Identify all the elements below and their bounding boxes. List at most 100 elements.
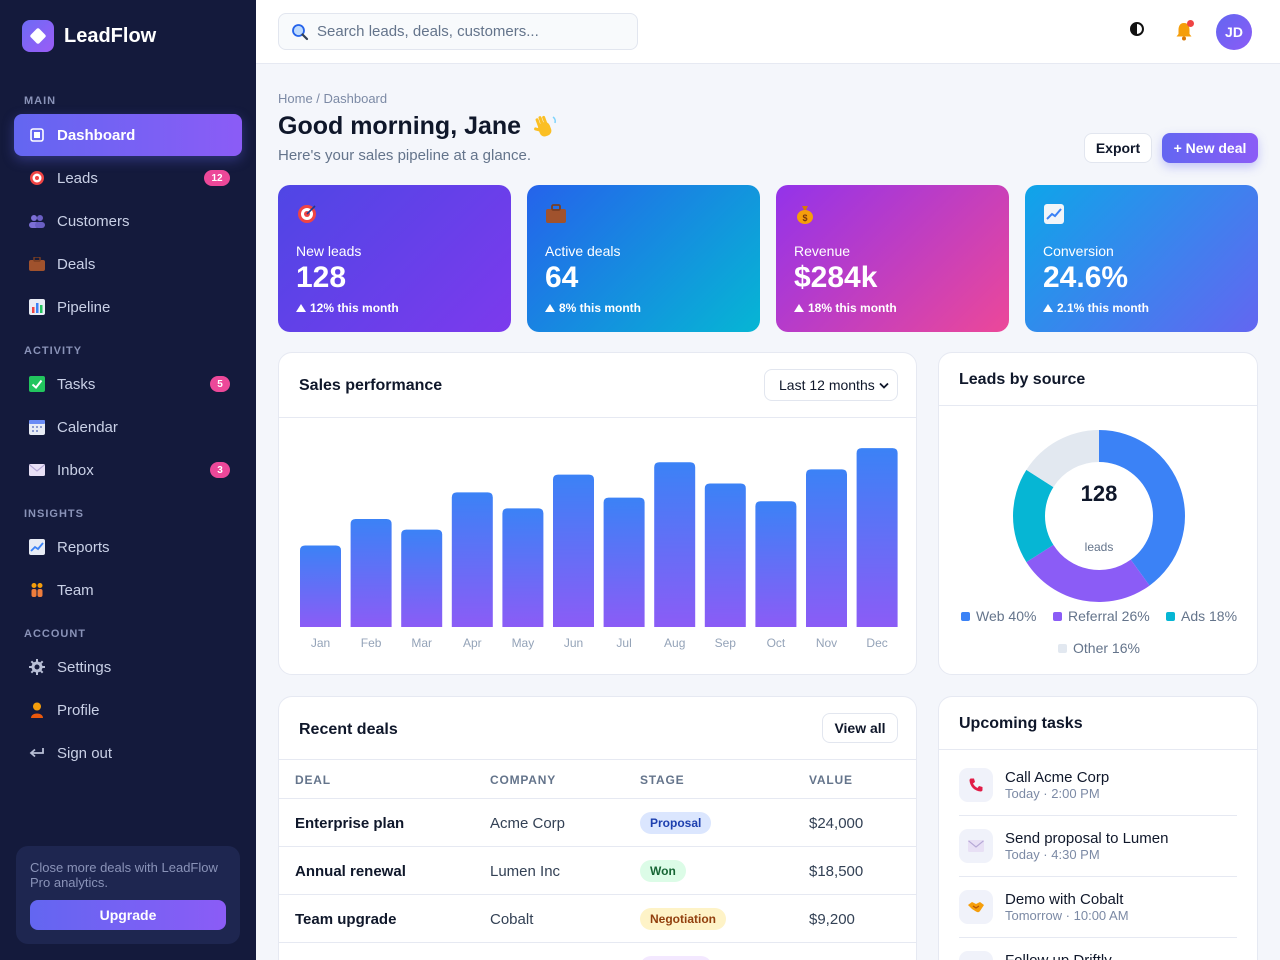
- divider: [959, 937, 1237, 938]
- x-tick-label: Jul: [616, 636, 631, 650]
- export-button[interactable]: Export: [1084, 133, 1152, 163]
- sidebar: LeadFlow MAIN Dashboard Leads 12 Custome…: [0, 0, 256, 960]
- stat-value: $284k: [794, 261, 878, 294]
- stat-card-active-deals[interactable]: Active deals 64 8% this month: [527, 185, 760, 332]
- nav-section-activity: ACTIVITY: [24, 345, 83, 357]
- bar-mar[interactable]: [401, 529, 443, 627]
- target-icon: [296, 203, 493, 227]
- donut-slice-web[interactable]: [1099, 430, 1185, 586]
- task-time: Today · 2:00 PM: [1005, 786, 1100, 801]
- search-box[interactable]: [278, 13, 638, 50]
- stat-trend-text: 2.1% this month: [1057, 301, 1150, 315]
- sidebar-item-calendar[interactable]: Calendar: [14, 406, 242, 448]
- sidebar-item-tasks[interactable]: Tasks 5: [14, 363, 242, 405]
- search-icon: [292, 23, 309, 40]
- bar-feb[interactable]: [350, 518, 392, 627]
- search-input[interactable]: [317, 23, 617, 40]
- sidebar-item-label: Inbox: [57, 461, 94, 479]
- bar-sep[interactable]: [704, 483, 746, 627]
- envelope-icon: [959, 829, 993, 863]
- briefcase-icon: [545, 203, 742, 227]
- brand[interactable]: LeadFlow: [22, 20, 156, 52]
- sidebar-item-label: Customers: [57, 212, 130, 230]
- task-title: Demo with Cobalt: [1005, 891, 1124, 908]
- divider: [279, 417, 916, 418]
- stat-card-new-leads[interactable]: New leads 128 12% this month: [278, 185, 511, 332]
- deal-name: Enterprise plan: [295, 815, 405, 832]
- view-all-button[interactable]: View all: [822, 713, 898, 743]
- users-icon: [28, 212, 46, 230]
- sidebar-item-label: Leads: [57, 169, 98, 187]
- divider: [939, 405, 1257, 406]
- task-title: Call Acme Corp: [1005, 769, 1110, 786]
- stage-badge: Negotiation: [640, 908, 726, 930]
- x-tick-label: Nov: [816, 636, 837, 650]
- trend-up-icon: [794, 304, 804, 312]
- bar-nov[interactable]: [806, 469, 847, 627]
- new-deal-button[interactable]: + New deal: [1162, 133, 1258, 163]
- page-subtitle: Here's your sales pipeline at a glance.: [278, 147, 532, 164]
- sidebar-item-reports[interactable]: Reports: [14, 526, 242, 568]
- sidebar-item-label: Tasks: [57, 375, 96, 393]
- target-icon: [28, 169, 46, 187]
- bar-jun[interactable]: [553, 474, 594, 627]
- sidebar-item-sign-out[interactable]: Sign out: [14, 732, 242, 774]
- x-tick-label: Feb: [361, 636, 382, 650]
- legend-label: Referral 26%: [1068, 608, 1150, 624]
- upgrade-button[interactable]: Upgrade: [30, 900, 226, 930]
- calendar-icon: [28, 418, 46, 436]
- donut-slice-other[interactable]: [1026, 430, 1099, 488]
- bar-may[interactable]: [502, 508, 544, 627]
- sidebar-item-team[interactable]: Team: [14, 569, 242, 611]
- handshake-icon: [959, 890, 993, 924]
- column-header-value: VALUE: [809, 773, 853, 787]
- range-select[interactable]: Last 12 months: [764, 369, 898, 401]
- upgrade-promo: Close more deals with LeadFlow Pro analy…: [16, 846, 240, 944]
- avatar[interactable]: JD: [1216, 14, 1252, 50]
- stat-trend: 18% this month: [794, 301, 991, 315]
- deal-value: $9,200: [809, 911, 855, 928]
- sidebar-item-label: Pipeline: [57, 298, 111, 316]
- sidebar-item-dashboard[interactable]: Dashboard: [14, 114, 242, 156]
- stat-label: Revenue: [794, 243, 851, 259]
- leads-donut-chart: 128 leads: [1013, 430, 1185, 602]
- legend-swatch: [961, 611, 970, 621]
- bar-oct[interactable]: [755, 501, 797, 627]
- sidebar-item-settings[interactable]: Settings: [14, 646, 242, 688]
- sidebar-item-pipeline[interactable]: Pipeline: [14, 286, 242, 328]
- stat-card-conversion[interactable]: Conversion 24.6% 2.1% this month: [1025, 185, 1258, 332]
- sidebar-item-leads[interactable]: Leads 12: [14, 157, 242, 199]
- sidebar-item-deals[interactable]: Deals: [14, 243, 242, 285]
- brand-name: LeadFlow: [64, 24, 157, 47]
- leads-count-badge: 12: [204, 170, 230, 186]
- sidebar-item-customers[interactable]: Customers: [14, 200, 242, 242]
- sidebar-item-label: Dashboard: [57, 126, 136, 144]
- card-title: Leads by source: [959, 371, 1086, 388]
- legend-label: Web 40%: [976, 608, 1037, 624]
- theme-toggle-icon[interactable]: [1130, 22, 1144, 36]
- bar-jul[interactable]: [603, 497, 645, 627]
- sidebar-item-profile[interactable]: Profile: [14, 689, 242, 731]
- donut-slice-ads[interactable]: [1013, 469, 1054, 563]
- bar-jan[interactable]: [300, 545, 341, 627]
- legend-swatch: [1166, 611, 1175, 621]
- card-title: Sales performance: [299, 377, 443, 394]
- upcoming-tasks-card: Upcoming tasks Call Acme Corp Today · 2:…: [938, 696, 1258, 960]
- bar-apr[interactable]: [451, 492, 493, 627]
- card-title: Recent deals: [299, 721, 398, 738]
- svg-text:$: $: [802, 213, 807, 223]
- bar-dec[interactable]: [856, 448, 898, 627]
- inbox-count-badge: 3: [210, 462, 230, 478]
- bar-aug[interactable]: [654, 462, 696, 627]
- stat-card-revenue[interactable]: $ Revenue $284k 18% this month: [776, 185, 1009, 332]
- brand-logo-icon: [22, 20, 54, 52]
- x-tick-label: May: [512, 636, 535, 650]
- donut-slice-referral[interactable]: [1026, 544, 1150, 602]
- people-icon: [28, 581, 46, 599]
- stat-trend: 2.1% this month: [1043, 301, 1240, 315]
- x-tick-label: Apr: [463, 636, 482, 650]
- deal-name: Annual renewal: [295, 863, 406, 880]
- stat-label: New leads: [296, 243, 362, 259]
- deal-company: Lumen Inc: [490, 863, 561, 880]
- sidebar-item-inbox[interactable]: Inbox 3: [14, 449, 242, 491]
